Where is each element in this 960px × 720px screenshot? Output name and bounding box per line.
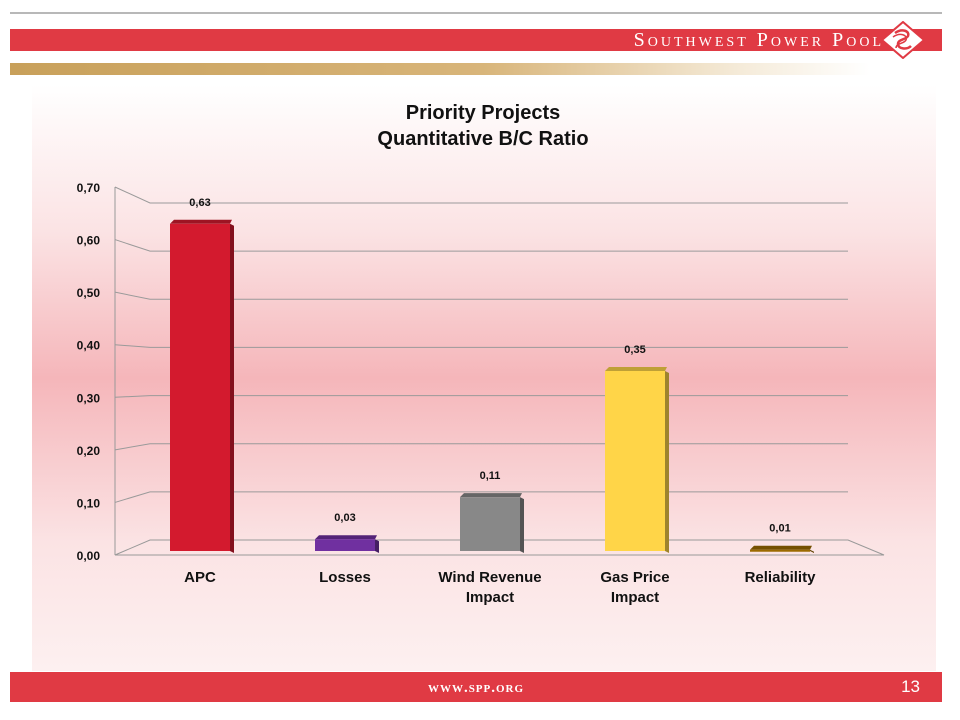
bar-top [460,493,522,498]
y-tick-label: 0,40 [77,339,101,353]
x-tick-label: Reliability [745,569,817,586]
brand-name: Southwest Power Pool [633,29,884,51]
bar-top [750,545,812,550]
bar-side [375,539,379,553]
chart-title-line-1: Priority Projects [405,102,561,124]
footer-bar: www.spp.org 13 [10,672,942,702]
chart-title: Priority Projects Quantitative B/C Ratio [0,100,960,152]
y-tick-label: 0,70 [77,181,101,195]
gridline [114,344,848,348]
y-tick-label: 0,30 [77,391,101,405]
chart-title-line-2: Quantitative B/C Ratio [377,128,589,150]
bar-wind-revenue [460,497,520,551]
spp-logo-icon [880,21,926,59]
bar-apc [170,223,230,552]
gold-accent-bar [10,63,870,75]
gridline [114,239,848,252]
y-tick-label: 0,60 [77,234,101,248]
gridline [114,291,848,300]
data-label: 0,35 [624,344,645,356]
x-tick-label: Impact [466,589,514,606]
gridline [114,186,848,204]
data-label: 0,01 [769,523,790,535]
data-label: 0,11 [480,470,501,482]
x-tick-label: Wind Revenue [438,569,541,586]
footer-url: www.spp.org [427,680,525,696]
data-label: 0,63 [189,197,210,209]
bar-reliability [750,549,810,552]
bar-side [230,223,234,554]
x-tick-label: Impact [611,589,659,606]
bar-top [315,535,377,540]
x-tick-label: APC [184,569,216,586]
bar-top [605,367,667,371]
data-label: 0,03 [334,512,355,524]
y-tick-label: 0,20 [77,444,101,458]
bar-side [665,371,669,553]
y-tick-label: 0,10 [77,496,101,510]
top-divider [10,12,942,14]
page-number: 13 [901,677,920,696]
x-tick-label: Gas Price [600,569,669,586]
x-tick-label: Losses [319,569,371,586]
brand-bar: Southwest Power Pool [10,29,942,51]
bar-gas-price [605,371,665,551]
bar-side [810,549,814,553]
y-tick-label: 0,50 [77,286,101,300]
chart-floor [114,539,885,556]
bar-top [170,219,232,224]
bar-side [520,497,524,553]
bar-losses [315,539,375,551]
y-tick-label: 0,00 [77,549,101,563]
